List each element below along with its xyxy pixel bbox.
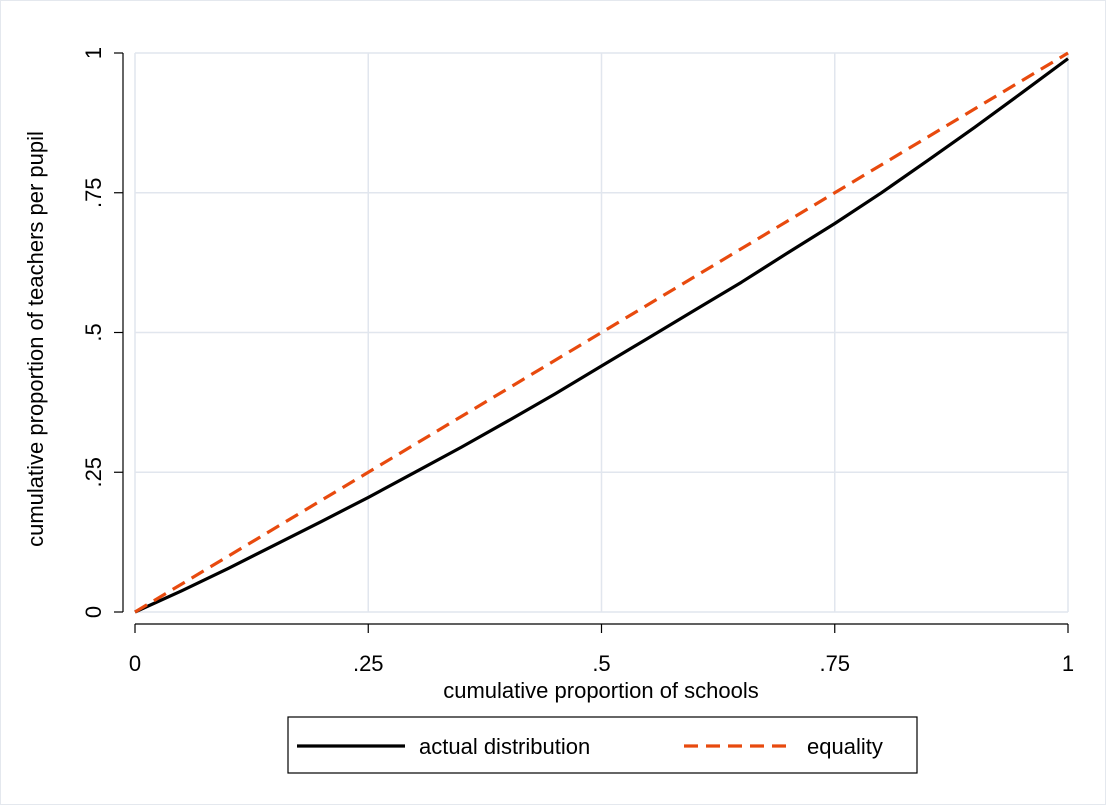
grid [134,52,1069,613]
x-axis-label: cumulative proportion of schools [443,678,759,703]
y-tick-label-1: .25 [81,457,106,488]
x-tick-label-0: 0 [129,651,141,676]
series-line-0 [134,57,1069,614]
series-layer [134,51,1069,614]
legend-label-0: actual distribution [419,734,590,759]
y-tick-label-0: 0 [81,606,106,618]
y-tick-label-4: 1 [81,47,106,59]
x-tick-label-3: .75 [819,651,850,676]
y-tick-label-3: .75 [81,177,106,208]
legend: actual distribution equality [287,716,918,774]
legend-label-1: equality [807,734,883,759]
x-tick-label-2: .5 [592,651,610,676]
x-tick-label-1: .25 [353,651,384,676]
axes: 0 .25 .5 .75 1 0 .25 .5 .75 1 [81,47,1074,676]
series-line-1 [134,51,1069,614]
x-tick-label-4: 1 [1062,651,1074,676]
y-tick-label-2: .5 [81,323,106,341]
y-axis-label: cumulative proportion of teachers per pu… [23,131,48,547]
